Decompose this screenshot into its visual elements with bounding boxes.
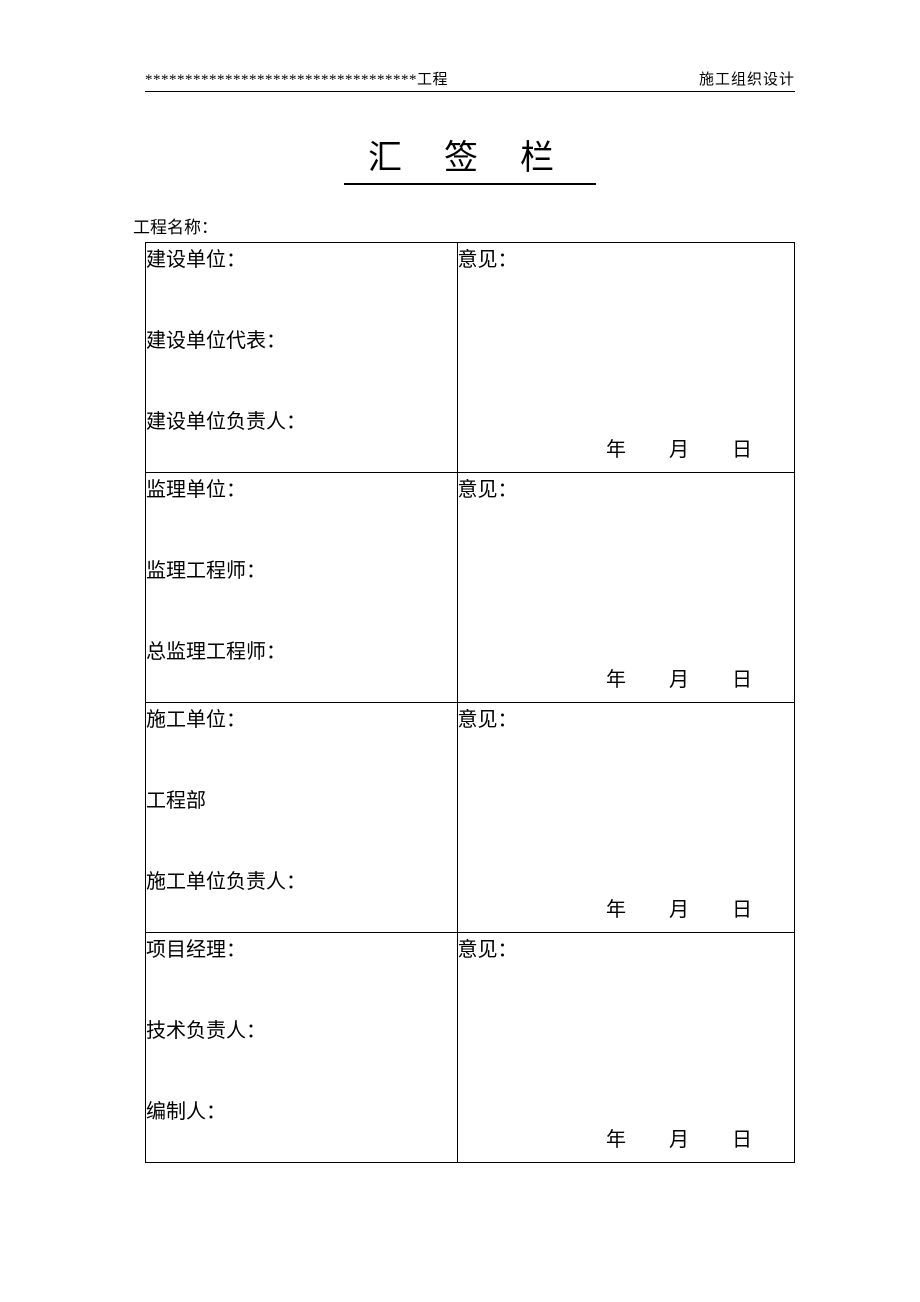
field-label: 监理工程师： [146, 554, 457, 583]
field-label: 施工单位： [146, 703, 457, 732]
field-label: 监理单位： [146, 473, 457, 502]
month-label: 月 [669, 1123, 727, 1152]
project-manager-cell: 项目经理： 技术负责人： 编制人： [146, 933, 458, 1163]
year-label: 年 [606, 433, 664, 462]
contractor-unit-cell: 施工单位： 工程部 施工单位负责人： [146, 703, 458, 933]
day-label: 日 [732, 1123, 790, 1152]
day-label: 日 [732, 893, 790, 922]
date-line: 年 月 日 [454, 1123, 790, 1152]
signature-table: 建设单位： 建设单位代表： 建设单位负责人： 意见： 年 月 日 监理单位： 监… [145, 242, 795, 1163]
field-label: 总监理工程师： [146, 635, 457, 664]
table-row: 建设单位： 建设单位代表： 建设单位负责人： 意见： 年 月 日 [146, 243, 795, 473]
year-label: 年 [606, 663, 664, 692]
date-line: 年 月 日 [454, 433, 790, 462]
year-label: 年 [606, 1123, 664, 1152]
opinion-label: 意见： [458, 473, 794, 502]
table-row: 施工单位： 工程部 施工单位负责人： 意见： 年 月 日 [146, 703, 795, 933]
month-label: 月 [669, 893, 727, 922]
opinion-cell: 意见： 年 月 日 [457, 703, 794, 933]
opinion-cell: 意见： 年 月 日 [457, 473, 794, 703]
page-header: **********************************工程 施工组… [145, 68, 795, 92]
opinion-label: 意见： [458, 703, 794, 732]
construction-unit-cell: 建设单位： 建设单位代表： 建设单位负责人： [146, 243, 458, 473]
date-line: 年 月 日 [454, 663, 790, 692]
year-label: 年 [606, 893, 664, 922]
opinion-label: 意见： [458, 933, 794, 962]
field-label: 建设单位代表： [146, 324, 457, 353]
day-label: 日 [732, 663, 790, 692]
opinion-cell: 意见： 年 月 日 [457, 243, 794, 473]
table-row: 项目经理： 技术负责人： 编制人： 意见： 年 月 日 [146, 933, 795, 1163]
field-label: 建设单位： [146, 243, 457, 272]
field-label: 施工单位负责人： [146, 865, 457, 894]
month-label: 月 [669, 433, 727, 462]
project-name-label: 工程名称： [133, 213, 795, 238]
field-label: 建设单位负责人： [146, 405, 457, 434]
field-label: 项目经理： [146, 933, 457, 962]
date-line: 年 月 日 [454, 893, 790, 922]
page-container: **********************************工程 施工组… [0, 0, 920, 1163]
header-left-text: **********************************工程 [145, 68, 448, 89]
field-label: 编制人： [146, 1095, 457, 1124]
field-label: 工程部 [146, 784, 457, 813]
field-label: 技术负责人： [146, 1014, 457, 1043]
opinion-cell: 意见： 年 月 日 [457, 933, 794, 1163]
table-row: 监理单位： 监理工程师： 总监理工程师： 意见： 年 月 日 [146, 473, 795, 703]
day-label: 日 [732, 433, 790, 462]
title-container: 汇签栏 [145, 130, 795, 185]
month-label: 月 [669, 663, 727, 692]
page-title: 汇签栏 [344, 130, 596, 185]
opinion-label: 意见： [458, 243, 794, 272]
supervision-unit-cell: 监理单位： 监理工程师： 总监理工程师： [146, 473, 458, 703]
header-right-text: 施工组织设计 [699, 68, 795, 89]
